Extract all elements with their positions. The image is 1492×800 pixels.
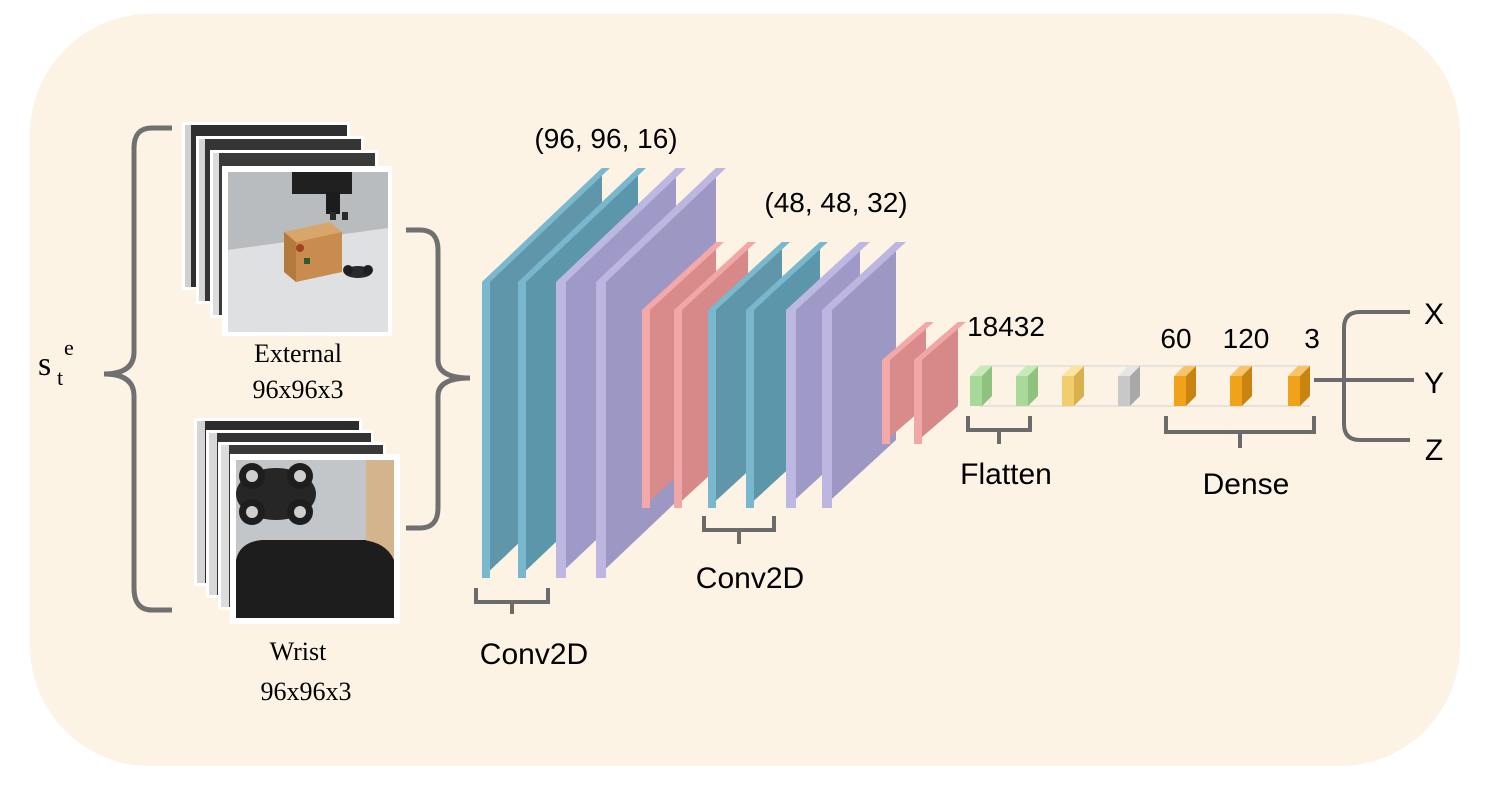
- flatten-size: 18432: [967, 311, 1045, 342]
- conv-block-1-label: Conv2D: [480, 638, 588, 671]
- output-label-y: Y: [1424, 367, 1444, 400]
- dense-unit-1: [1174, 366, 1196, 406]
- flatten-unit-1: [970, 366, 992, 406]
- flatten-bracket: [966, 416, 1032, 444]
- conv-block-2-bracket: [702, 516, 776, 544]
- dense-bracket: [1164, 416, 1316, 448]
- dense-unit-3: [1288, 366, 1310, 406]
- flatten-label: Flatten: [960, 458, 1052, 491]
- wrist-target-object: [236, 463, 316, 525]
- external-input-shape: 96x96x3: [253, 375, 344, 404]
- external-robot-arm: [292, 172, 352, 194]
- pool-block-2: [882, 322, 966, 444]
- state-symbol-subscript: t: [57, 365, 63, 390]
- conv2-layer-4: [822, 242, 906, 508]
- conv-block-2: [642, 242, 906, 508]
- external-input-name: External: [254, 339, 342, 368]
- conv-block-1-shape: (96, 96, 16): [534, 123, 677, 154]
- wrist-frame-1: [230, 454, 400, 624]
- conv-block-2-shape: (48, 48, 32): [764, 187, 907, 218]
- dropout-unit-gray: [1118, 366, 1140, 406]
- conv-block-2-label: Conv2D: [696, 562, 804, 595]
- state-symbol-base: s: [38, 346, 51, 383]
- conv-block-1-bracket: [474, 588, 550, 614]
- dense-label: Dense: [1203, 468, 1290, 501]
- pool2-layer-2: [914, 322, 966, 444]
- dense-unit-2: [1230, 366, 1252, 406]
- external-wooden-block: [284, 222, 342, 282]
- wrist-input-shape: 96x96x3: [261, 677, 352, 706]
- wrist-input-name: Wrist: [270, 637, 327, 666]
- external-image-stack: [182, 122, 392, 336]
- dense-size-1: 60: [1160, 323, 1191, 354]
- external-scene-table: [228, 228, 388, 332]
- wrist-gripper: [236, 540, 394, 618]
- flatten-unit-2: [1016, 366, 1038, 406]
- state-symbol-superscript: e: [64, 335, 74, 360]
- output-label-x: X: [1424, 298, 1444, 331]
- dense-block: [1062, 366, 1310, 406]
- merge-bracket: [406, 227, 471, 531]
- state-symbol: s t e: [38, 335, 74, 390]
- dense-size-3: 3: [1304, 323, 1320, 354]
- dense-size-2: 120: [1223, 323, 1270, 354]
- wrist-image-stack: [194, 418, 400, 624]
- external-frame-1: [222, 166, 392, 336]
- output-fork: [1314, 310, 1414, 442]
- state-brace: [103, 125, 172, 613]
- flatten-block: [970, 366, 1038, 406]
- output-label-z: Z: [1425, 434, 1443, 467]
- dropout-unit-yellow: [1062, 366, 1084, 406]
- external-gripper-object: [343, 265, 373, 278]
